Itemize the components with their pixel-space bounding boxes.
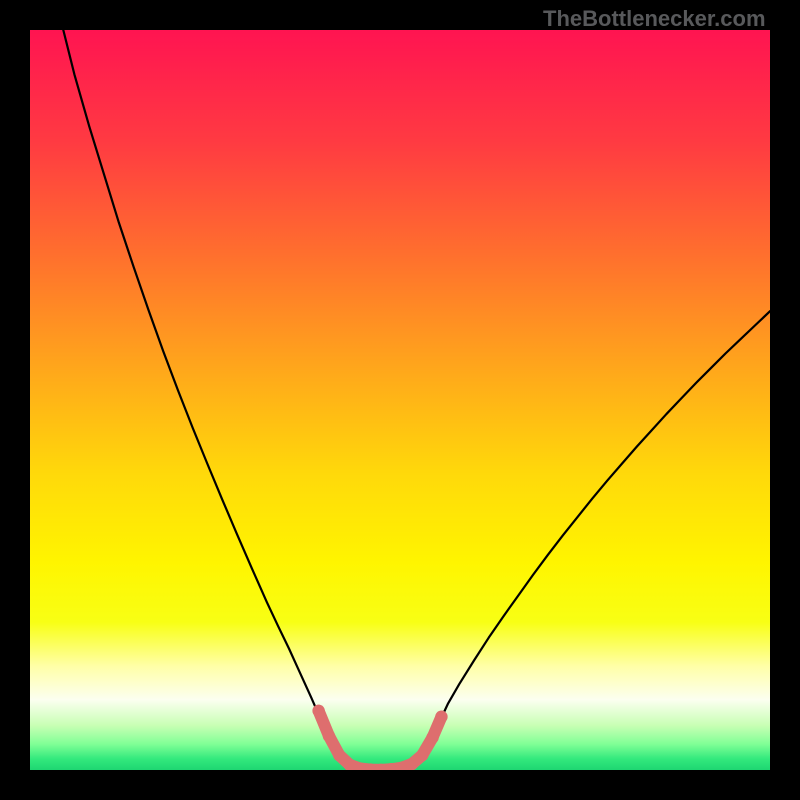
gradient-background — [30, 30, 770, 770]
bottleneck-curve-chart — [0, 0, 800, 800]
watermark-text: TheBottlenecker.com — [543, 6, 766, 32]
chart-frame: TheBottlenecker.com — [0, 0, 800, 800]
